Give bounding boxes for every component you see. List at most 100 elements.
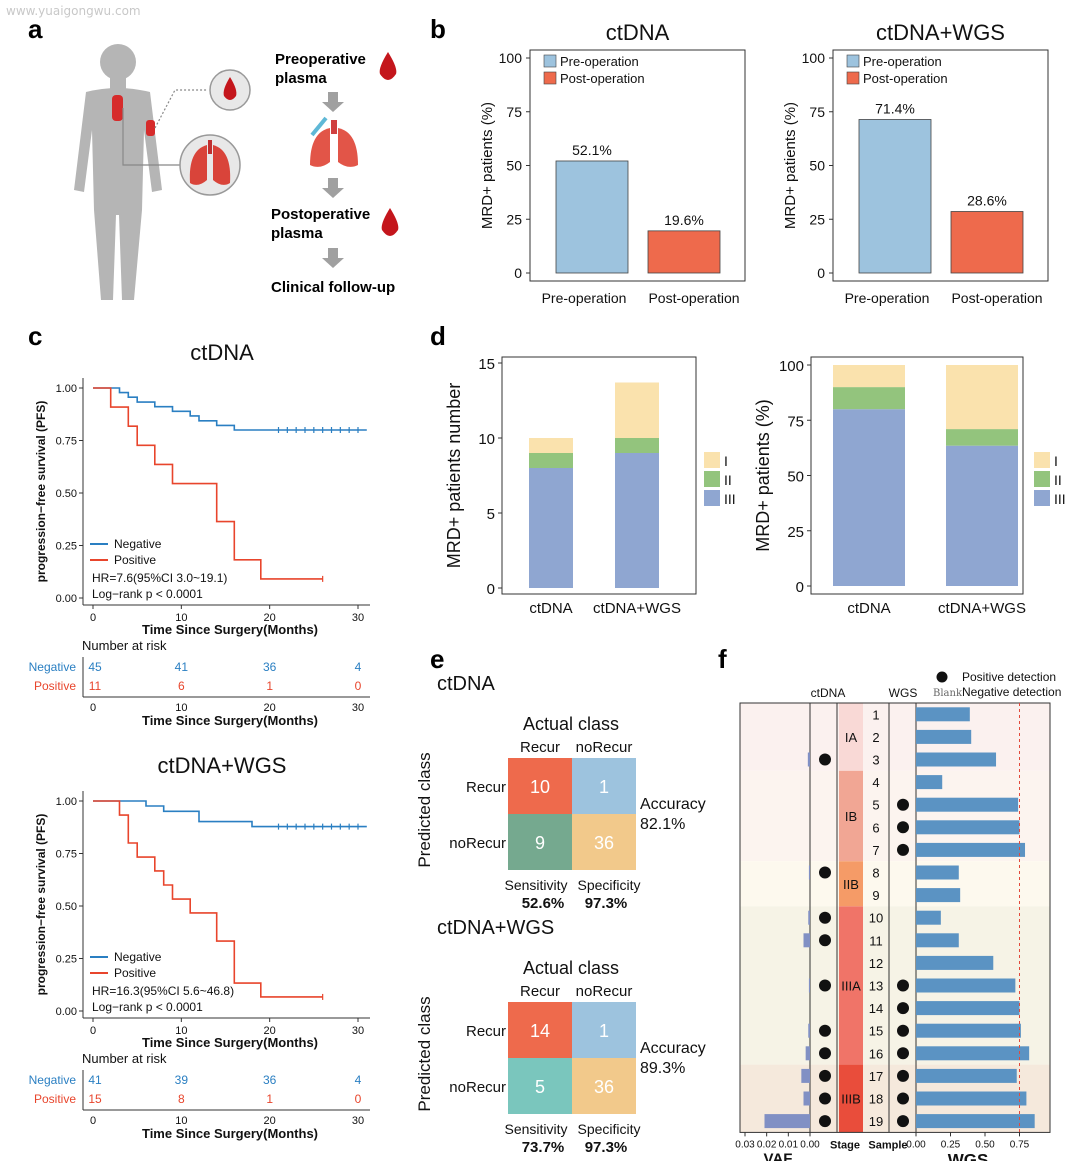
arrow-down-icon-3 <box>322 248 344 268</box>
col-header-norecur: noRecur <box>576 739 633 756</box>
stack-segment-iii <box>946 445 1018 586</box>
legend-label: I <box>724 453 728 469</box>
panel-label-d: d <box>430 321 446 351</box>
km-title: ctDNA+WGS <box>158 753 287 778</box>
wgs-bar <box>916 1114 1035 1129</box>
risk-row-positive-count: 1 <box>266 1092 273 1106</box>
ctdna-positive-dot <box>819 1115 831 1128</box>
sample-id: 17 <box>869 1069 883 1084</box>
risk-row-negative-count: 39 <box>175 1073 189 1087</box>
wgs-tick-label: 0.00 <box>906 1139 926 1150</box>
legend-label: Post-operation <box>560 71 645 86</box>
wgs-bar <box>916 775 943 790</box>
bar-value-label: 71.4% <box>875 100 915 116</box>
sample-id: 15 <box>869 1024 883 1039</box>
stack-segment-ii <box>946 429 1018 446</box>
wgs-bar <box>916 1001 1020 1016</box>
followup-label: Clinical follow-up <box>271 279 395 296</box>
sample-id: 6 <box>872 820 879 835</box>
x-tick-label: Pre-operation <box>542 290 627 306</box>
x-tick-label: 30 <box>352 1025 364 1037</box>
matrix-cell-value: 1 <box>599 777 609 797</box>
x-tick-label: 0 <box>90 612 96 624</box>
panel-label-f: f <box>718 644 727 674</box>
wgs-bar <box>916 865 959 880</box>
y-tick-label: 50 <box>506 158 522 174</box>
panel-label-a: a <box>28 14 43 44</box>
stage-color-block <box>839 1064 863 1133</box>
bar-value-label: 28.6% <box>967 193 1007 209</box>
y-tick-label: 0.00 <box>56 1006 77 1018</box>
legend-label: Pre-operation <box>863 54 942 69</box>
x-tick-label: ctDNA <box>847 600 890 617</box>
matrix-cell <box>572 1002 636 1058</box>
wgs-bar <box>916 978 1016 993</box>
wgs-bar <box>916 842 1026 857</box>
wgs-positive-dot <box>897 843 909 856</box>
accuracy-value: 89.3% <box>640 1060 685 1077</box>
legend-swatch <box>704 471 720 487</box>
vaf-bar <box>808 1023 810 1038</box>
x-tick-label: Pre-operation <box>845 290 930 306</box>
specificity-label: Specificity <box>577 1121 640 1137</box>
wgs-bar <box>916 707 970 722</box>
legend-swatch <box>1034 452 1050 468</box>
wgs-positive-dot <box>897 798 909 811</box>
legend-swatch <box>1034 471 1050 487</box>
ctdna-positive-dot <box>819 866 831 879</box>
stage-band <box>740 861 1050 907</box>
legend-swatch <box>704 452 720 468</box>
sensitivity-value: 73.7% <box>522 1139 565 1156</box>
stack-segment-ii <box>615 438 659 453</box>
stack-segment-i <box>529 438 573 453</box>
panel-d-stacked-bars: 0 5 10 15 MRD+ patients number ctDNA ctDNA+WGS… <box>444 356 1066 617</box>
risk-x-tick: 30 <box>352 702 364 714</box>
wgs-column-header: WGS <box>889 686 918 700</box>
sample-id: 14 <box>869 1001 883 1016</box>
watermark: www.yuaigongwu.com <box>6 4 141 18</box>
lung-marker-icon <box>112 95 123 121</box>
risk-row-positive-count: 6 <box>178 679 185 693</box>
vaf-bar <box>803 1091 810 1106</box>
vaf-bar <box>808 910 810 925</box>
legend-label: II <box>724 472 732 488</box>
risk-row-negative-count: 4 <box>355 1073 362 1087</box>
y-axis-label: progression−free survival (PFS) <box>34 401 48 583</box>
y-tick-label: 0 <box>817 265 825 281</box>
risk-row-positive-count: 0 <box>355 1092 362 1106</box>
matrix-cell-value: 10 <box>530 777 550 797</box>
wgs-positive-dot <box>897 1115 909 1128</box>
x-tick-label: ctDNA+WGS <box>938 600 1026 617</box>
wgs-bar <box>916 1046 1030 1061</box>
y-tick-label: 100 <box>779 358 804 375</box>
stage-label: IIB <box>843 877 859 892</box>
ctdna-column-header: ctDNA <box>811 686 846 700</box>
wgs-tick-label: 0.25 <box>941 1139 961 1150</box>
legend-label: III <box>1054 491 1066 507</box>
accuracy-value: 82.1% <box>640 816 685 833</box>
accuracy-label: Accuracy <box>640 796 706 813</box>
risk-x-tick: 10 <box>175 702 187 714</box>
matrix-cell-value: 36 <box>594 833 614 853</box>
wgs-positive-dot <box>897 1047 909 1060</box>
accuracy-label: Accuracy <box>640 1040 706 1057</box>
actual-class-header: Actual class <box>523 958 619 978</box>
row-header-norecur: noRecur <box>449 1079 506 1096</box>
postoperative-label: Postoperative <box>271 206 370 223</box>
y-tick-label: 0.75 <box>56 849 77 861</box>
vaf-tick-label: 0.03 <box>735 1139 755 1150</box>
legend-swatch <box>543 54 557 68</box>
matrix-cell <box>508 814 572 870</box>
risk-x-tick: 20 <box>264 1115 276 1127</box>
x-tick-label: ctDNA <box>529 600 572 617</box>
col-header-recur: Recur <box>520 983 560 1000</box>
risk-title: Number at risk <box>82 638 167 653</box>
sample-axis-label: Sample <box>868 1139 907 1151</box>
vaf-bar <box>808 978 810 993</box>
x-tick-label: 20 <box>264 612 276 624</box>
panel-e-confusion-matrices: ctDNA Actual class Recur noRecur Predicted c… <box>415 673 706 1156</box>
panel-a-illustration: Preoperative plasma Postoperative plasma… <box>74 44 399 300</box>
sample-id: 5 <box>872 798 879 813</box>
legend-negative: Negative <box>114 537 162 551</box>
wgs-positive-dot <box>897 821 909 834</box>
